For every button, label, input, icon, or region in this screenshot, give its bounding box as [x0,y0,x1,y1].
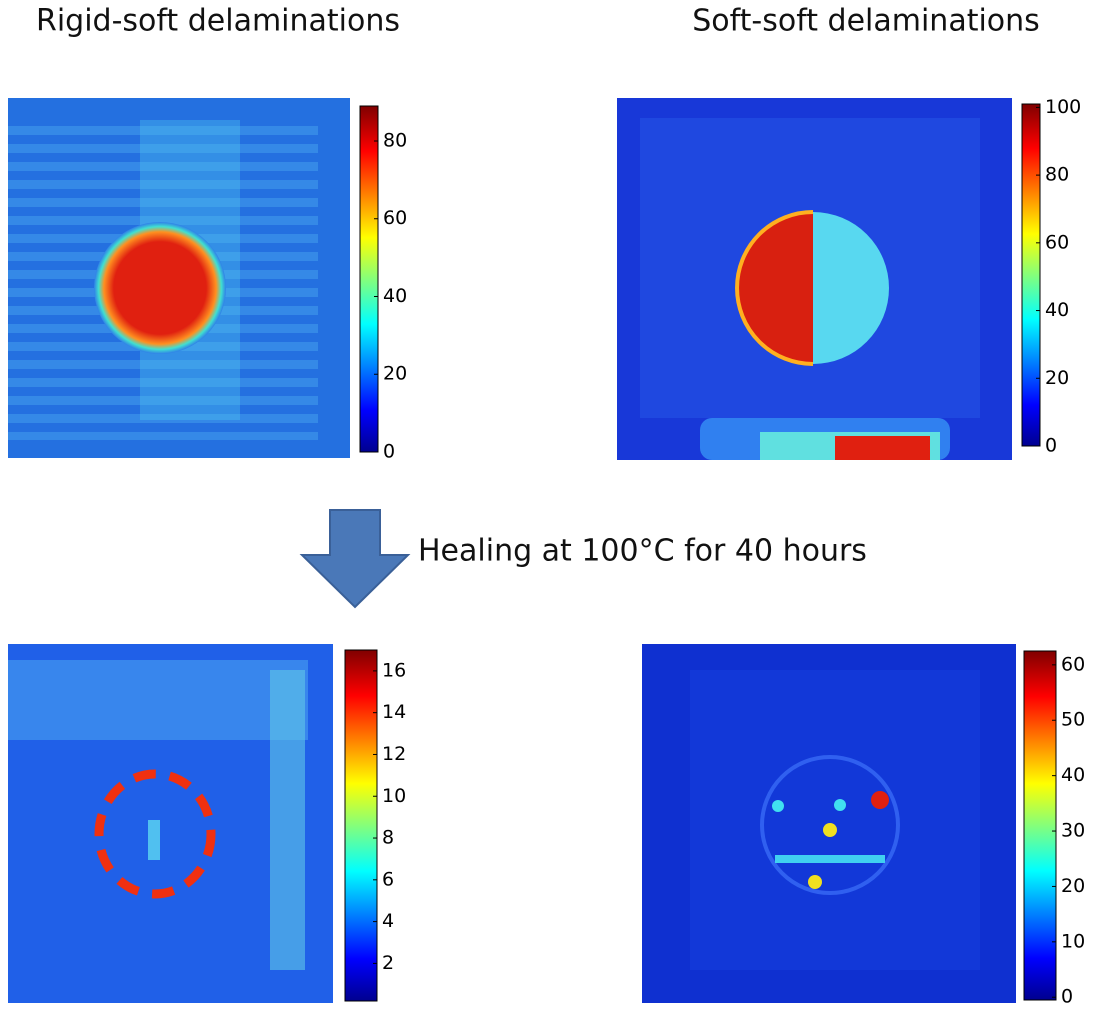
tick-label: 60 [383,207,407,229]
tick-label: 30 [1061,820,1085,842]
tick-label: 6 [382,868,394,890]
heatmap [642,644,1016,1003]
colorbar [344,649,378,1002]
tick-label: 100 [1045,96,1081,118]
tick-label: 2 [382,952,394,974]
heatmap [8,98,350,458]
arrow [299,509,411,609]
tick-label: 4 [382,910,394,932]
tick-label: 40 [383,285,407,307]
tick-label: 60 [1045,231,1069,253]
tick-label: 8 [382,827,394,849]
tick-label: 20 [1045,367,1069,389]
tick-label: 10 [1061,930,1085,952]
header: Soft-soft delaminations [692,4,1040,39]
tick-label: 12 [382,743,406,765]
annotation: Healing at 100°C for 40 hours [418,534,867,569]
colorbar [1023,650,1057,1001]
header: Rigid-soft delaminations [36,4,400,39]
tick-label: 0 [1061,986,1073,1008]
tick-label: 40 [1045,299,1069,321]
tick-label: 40 [1061,764,1085,786]
tick-label: 20 [383,363,407,385]
tick-label: 10 [382,785,406,807]
tick-label: 80 [1045,164,1069,186]
tick-label: 14 [382,701,406,723]
tick-label: 50 [1061,709,1085,731]
tick-label: 16 [382,659,406,681]
heatmap [8,644,333,1003]
tick-label: 0 [1045,435,1057,457]
tick-label: 80 [383,129,407,151]
colorbar [1021,103,1041,447]
tick-label: 60 [1061,653,1085,675]
tick-label: 0 [383,441,395,463]
heatmap [617,98,1012,460]
colorbar [359,105,379,453]
tick-label: 20 [1061,875,1085,897]
